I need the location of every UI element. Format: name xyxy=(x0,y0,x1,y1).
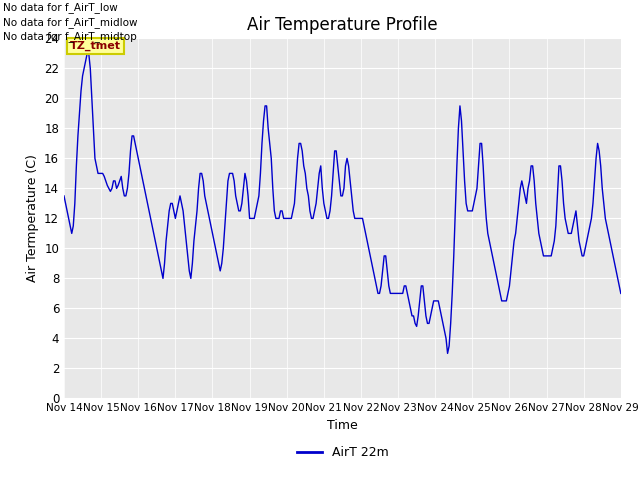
Text: No data for f_AirT_midlow: No data for f_AirT_midlow xyxy=(3,17,138,28)
X-axis label: Time: Time xyxy=(327,419,358,432)
Text: No data for f_AirT_midtop: No data for f_AirT_midtop xyxy=(3,31,137,42)
Y-axis label: Air Termperature (C): Air Termperature (C) xyxy=(26,155,38,282)
Title: Air Temperature Profile: Air Temperature Profile xyxy=(247,16,438,34)
Text: TZ_tmet: TZ_tmet xyxy=(70,41,121,51)
Legend: AirT 22m: AirT 22m xyxy=(292,441,393,464)
Text: No data for f_AirT_low: No data for f_AirT_low xyxy=(3,2,118,13)
